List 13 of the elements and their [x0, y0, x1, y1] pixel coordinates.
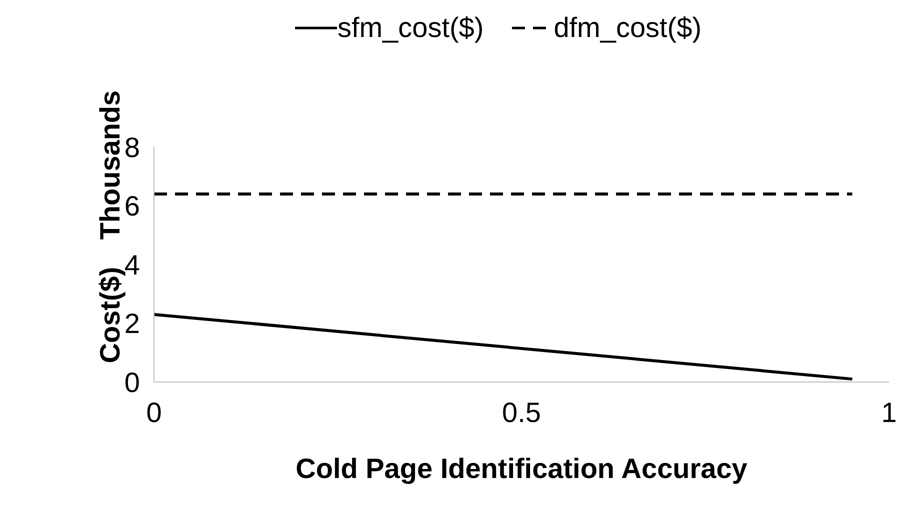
y-tick-label: 2	[124, 308, 140, 340]
x-tick-label: 0	[146, 396, 162, 428]
y-tick-label: 8	[124, 132, 140, 163]
y-tick-label: 0	[124, 366, 140, 398]
x-axis-title: Cold Page Identification Accuracy	[296, 453, 748, 484]
x-tick-label: 1	[881, 396, 897, 428]
legend-label: sfm_cost($)	[337, 12, 484, 44]
y-axis-title: Cost($)	[94, 266, 126, 364]
x-tick-label: 0.5	[502, 396, 541, 428]
legend-label: dfm_cost($)	[554, 12, 702, 44]
text: Thousands	[94, 90, 126, 240]
y-tick-label: 6	[124, 190, 140, 222]
y-tick-label: 4	[124, 249, 140, 280]
